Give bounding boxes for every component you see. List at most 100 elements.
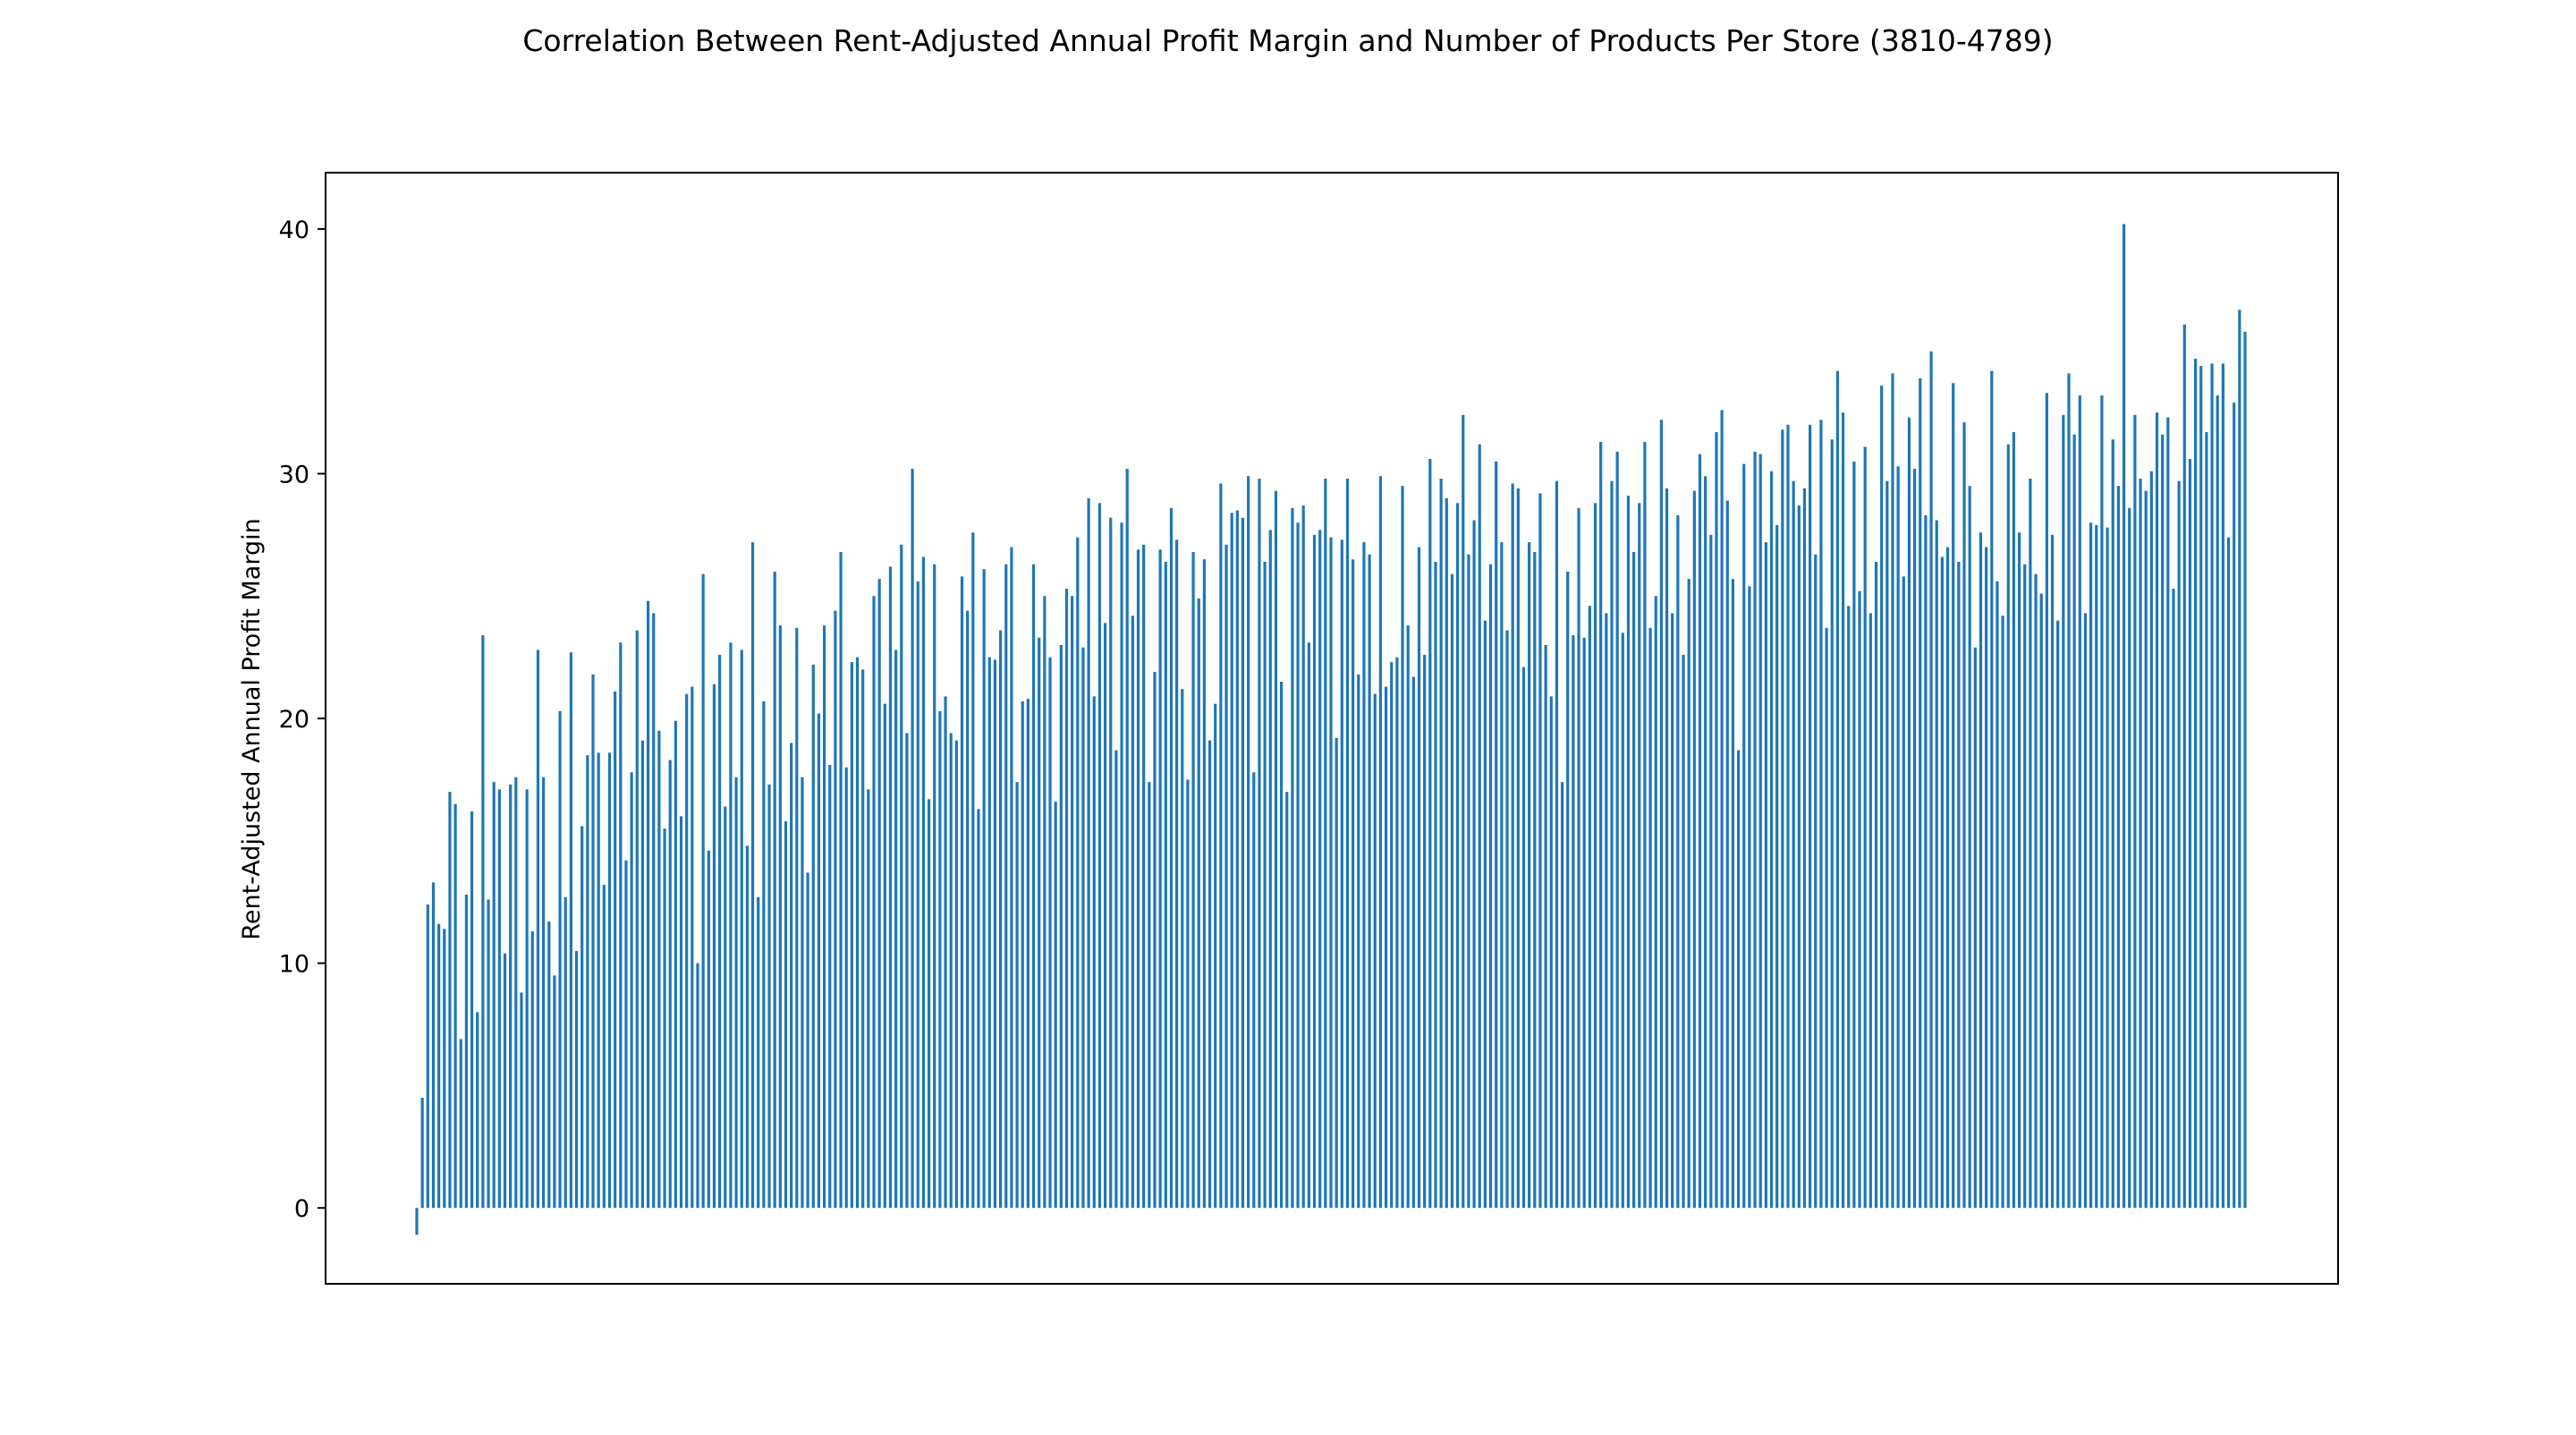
bar bbox=[1164, 561, 1167, 1209]
bar bbox=[999, 630, 1003, 1209]
bar bbox=[635, 630, 639, 1209]
bar bbox=[982, 569, 986, 1209]
bar bbox=[1076, 537, 1080, 1209]
bar bbox=[1048, 657, 1052, 1209]
bar bbox=[839, 552, 843, 1209]
bar bbox=[1764, 542, 1767, 1209]
bar bbox=[740, 650, 743, 1209]
bar bbox=[1142, 544, 1146, 1209]
bar bbox=[1478, 444, 1481, 1209]
bar bbox=[734, 777, 738, 1209]
bar bbox=[2226, 537, 2231, 1209]
bar bbox=[657, 730, 661, 1209]
bar bbox=[1324, 478, 1327, 1209]
bar bbox=[867, 789, 870, 1209]
bar bbox=[1263, 561, 1267, 1209]
bar bbox=[1957, 561, 1961, 1209]
bar bbox=[949, 733, 953, 1209]
bar bbox=[1401, 486, 1404, 1209]
bar bbox=[784, 820, 788, 1209]
bar bbox=[1521, 667, 1526, 1209]
bar bbox=[1131, 616, 1134, 1209]
bar bbox=[525, 789, 529, 1209]
bar bbox=[1511, 483, 1514, 1209]
bar bbox=[1087, 497, 1090, 1209]
bar bbox=[1952, 383, 1955, 1209]
bar bbox=[1472, 520, 1476, 1209]
bar bbox=[2193, 358, 2198, 1209]
y-tick-label: 30 bbox=[279, 461, 309, 488]
bar bbox=[938, 710, 942, 1209]
bar bbox=[1247, 476, 1250, 1209]
bar bbox=[1241, 517, 1245, 1209]
bar bbox=[1031, 564, 1036, 1209]
bar bbox=[1753, 451, 1757, 1209]
bar bbox=[1208, 740, 1212, 1209]
bar bbox=[1769, 471, 1774, 1209]
bar bbox=[1038, 637, 1041, 1209]
bar bbox=[921, 556, 926, 1209]
bar bbox=[453, 803, 457, 1209]
bar bbox=[2017, 532, 2021, 1209]
bar bbox=[806, 872, 809, 1209]
bar bbox=[1720, 410, 1724, 1209]
bar bbox=[993, 659, 997, 1209]
bar bbox=[509, 784, 513, 1209]
bar bbox=[2056, 620, 2060, 1209]
bar bbox=[1885, 480, 1889, 1209]
bar bbox=[1682, 654, 1685, 1209]
bar bbox=[712, 684, 716, 1209]
bar bbox=[1852, 461, 1856, 1209]
chart-title: Correlation Between Rent-Adjusted Annual… bbox=[522, 23, 2053, 58]
bar bbox=[1335, 737, 1338, 1209]
y-tick-label: 0 bbox=[294, 1195, 309, 1223]
bar bbox=[1825, 627, 1828, 1209]
y-axis-label: Rent-Adjusted Annual Profit Margin bbox=[238, 518, 266, 939]
bar bbox=[1516, 488, 1520, 1209]
bar bbox=[1395, 657, 1399, 1209]
bar bbox=[1698, 454, 1702, 1209]
bar bbox=[1648, 627, 1652, 1209]
bar bbox=[1802, 488, 1807, 1209]
bar bbox=[1962, 422, 1966, 1209]
bar bbox=[1659, 420, 1663, 1209]
bar bbox=[1902, 576, 1905, 1209]
bar bbox=[470, 811, 474, 1209]
bar bbox=[1373, 693, 1377, 1209]
bar bbox=[971, 532, 975, 1209]
bar bbox=[2238, 310, 2241, 1209]
bar bbox=[1021, 701, 1024, 1209]
bar bbox=[481, 635, 485, 1209]
bar bbox=[1064, 589, 1069, 1209]
bar bbox=[1103, 623, 1107, 1209]
bar bbox=[459, 1039, 462, 1209]
bar bbox=[1577, 507, 1580, 1209]
bar bbox=[1797, 505, 1801, 1209]
bar bbox=[1114, 750, 1118, 1209]
bar bbox=[1819, 420, 1823, 1209]
bar bbox=[1169, 507, 1174, 1209]
bar bbox=[1621, 633, 1624, 1209]
bar bbox=[1197, 599, 1200, 1209]
bar bbox=[1549, 696, 1553, 1209]
bar bbox=[652, 613, 656, 1209]
bar bbox=[553, 975, 556, 1209]
bar bbox=[1560, 782, 1564, 1209]
bar bbox=[674, 720, 677, 1209]
bar bbox=[492, 782, 496, 1209]
bar bbox=[911, 469, 914, 1209]
bar bbox=[1528, 542, 1531, 1209]
bar bbox=[767, 784, 771, 1209]
bar bbox=[679, 816, 683, 1209]
bar bbox=[1880, 386, 1884, 1209]
bar bbox=[1538, 493, 1542, 1209]
bar bbox=[624, 860, 628, 1209]
bar bbox=[1615, 451, 1619, 1209]
bar bbox=[1136, 549, 1140, 1209]
bar bbox=[1996, 581, 1999, 1209]
bar bbox=[1990, 370, 1994, 1209]
bar bbox=[1186, 779, 1190, 1209]
bar bbox=[888, 566, 893, 1209]
